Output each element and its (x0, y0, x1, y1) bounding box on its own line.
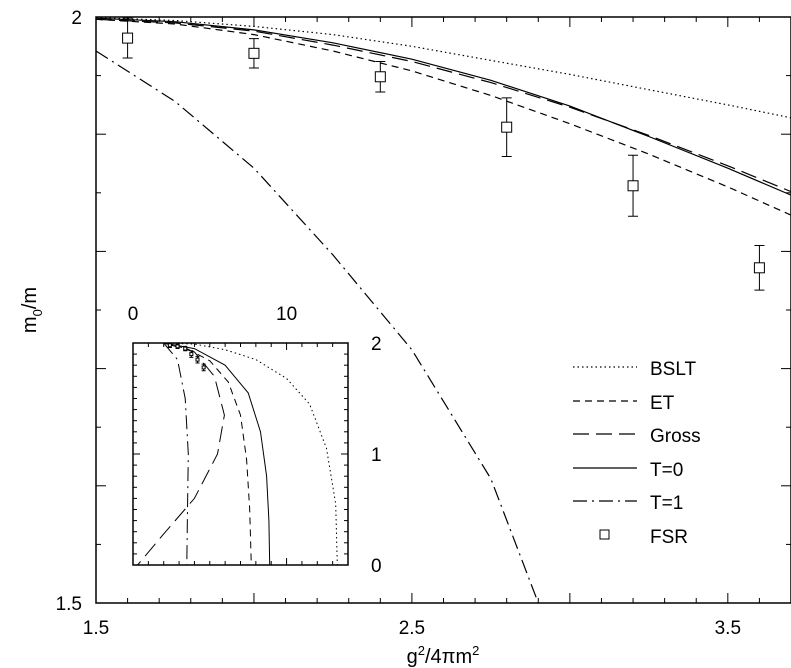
legend-item-t-0: T=0 (573, 460, 683, 481)
x-axis-title: g2/4πm2 (407, 643, 480, 668)
legend-label: ET (650, 393, 675, 414)
inset-tick-labels: 0 10 0 1 2 (128, 304, 382, 577)
main-series-line-et (95, 18, 791, 216)
inset-fsr-point (175, 343, 180, 350)
inset-y-tick-label: 1 (371, 445, 382, 466)
inset-series-line-t-1 (163, 342, 189, 566)
inset-y-tick-label: 0 (371, 556, 382, 577)
x-axis-title-mid: /4πm (425, 646, 472, 668)
legend-item-gross: Gross (573, 426, 701, 447)
main-plot: 1.5 2.5 3.51.52 g2/4πm2 m0/m (19, 8, 791, 668)
legend-swatch-square (599, 529, 610, 540)
legend-item-bslt: BSLT (573, 359, 697, 380)
inset-fsr-marker (167, 343, 172, 348)
main-fsr-point (122, 17, 134, 59)
y-tick-label: 1.5 (56, 594, 82, 615)
main-fsr-marker (501, 121, 513, 133)
main-axis-ticks (95, 16, 791, 604)
inset-x-tick-label: 10 (276, 304, 297, 325)
y-axis-title-rest: /m (19, 287, 41, 309)
main-series-line-t-1 (95, 50, 539, 604)
main-fsr-marker (627, 180, 639, 192)
main-fsr-marker (753, 262, 765, 274)
main-fsr-points (122, 17, 765, 291)
legend-label: BSLT (650, 359, 697, 380)
main-series-line-t-0 (95, 17, 791, 196)
inset-y-tick-label: 2 (371, 334, 382, 355)
main-fsr-point (627, 154, 639, 217)
inset-fsr-marker (183, 346, 188, 351)
inset-fsr-point (189, 350, 194, 358)
x-axis-title-sup2: 2 (472, 643, 479, 658)
legend-label: T=1 (650, 493, 683, 514)
x-tick-label: 2.5 (399, 618, 425, 639)
main-series-lines (95, 17, 791, 604)
y-tick-label: 2 (71, 8, 82, 29)
main-fsr-point (248, 38, 260, 69)
inset-plot: 0 10 0 1 2 (128, 304, 382, 577)
main-fsr-marker (122, 32, 134, 44)
main-fsr-point (374, 61, 386, 93)
main-series-line-bslt (95, 17, 791, 119)
inset-fsr-marker (195, 357, 200, 362)
main-fsr-point (501, 97, 513, 157)
main-tick-labels: 1.5 2.5 3.5 1.5 2 (56, 8, 741, 639)
inset-fsr-marker (201, 365, 206, 370)
legend-label: Gross (650, 426, 701, 447)
legend-label: FSR (650, 527, 688, 548)
inset-fsr-point (195, 355, 200, 364)
inset-fsr-marker (175, 344, 180, 349)
inset-fsr-point (167, 342, 172, 348)
inset-fsr-marker (189, 352, 194, 357)
legend-item-fsr: FSR (599, 527, 688, 548)
x-axis-title-g: g (407, 646, 418, 668)
x-tick-label: 3.5 (715, 618, 741, 639)
inset-series-line-bslt (163, 342, 338, 566)
x-tick-label: 1.5 (83, 618, 109, 639)
legend-item-t-1: T=1 (573, 493, 683, 514)
main-fsr-marker (248, 47, 260, 59)
main-fsr-point (753, 245, 765, 291)
inset-series-line-t-0 (163, 342, 271, 566)
inset-fsr-point (183, 345, 188, 352)
inset-fsr-point (201, 363, 206, 372)
legend: BSLT ET Gross T=0 T=1 FSR (573, 359, 701, 548)
main-series-line-gross (95, 18, 791, 193)
y-axis-title-m: m (19, 316, 41, 333)
x-axis-title-sup1: 2 (418, 643, 425, 658)
y-axis-title: m0/m (19, 287, 45, 333)
legend-label: T=0 (650, 460, 683, 481)
inset-fsr-points (167, 342, 206, 372)
y-axis-title-sub: 0 (30, 309, 45, 316)
legend-item-et: ET (573, 393, 675, 414)
main-fsr-marker (374, 71, 386, 83)
inset-x-tick-label: 0 (128, 304, 139, 325)
